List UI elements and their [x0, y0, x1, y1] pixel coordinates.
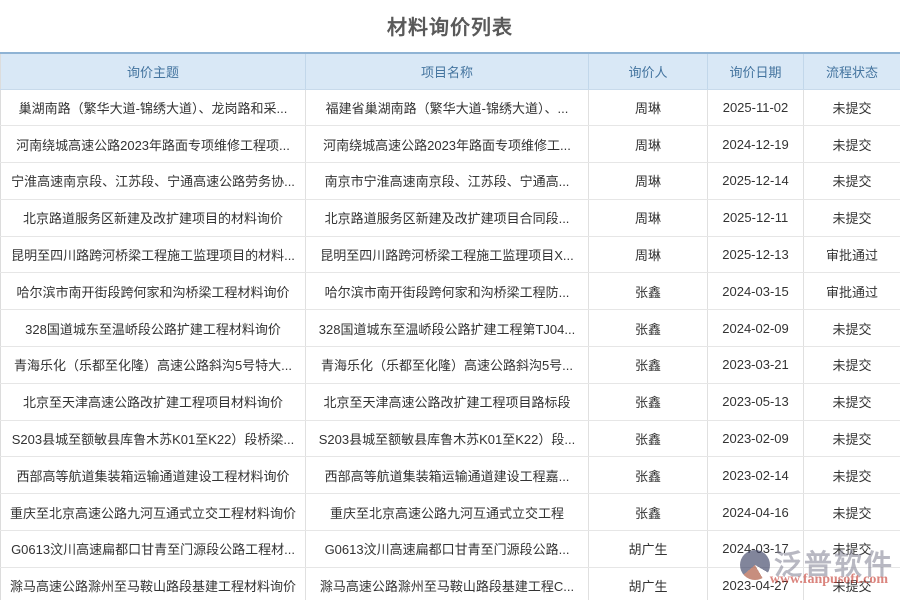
status-badge: 未提交: [803, 125, 900, 164]
inquiry-date: 2023-02-09: [707, 420, 804, 458]
inquiry-person: 张鑫: [588, 456, 708, 495]
status-badge: 未提交: [803, 567, 900, 600]
inquiry-subject-link[interactable]: 昆明至四川路跨河桥梁工程施工监理项目的材料...: [0, 236, 306, 274]
inquiry-subject-link[interactable]: 滁马高速公路滁州至马鞍山路段基建工程材料询价: [0, 567, 306, 600]
inquiry-date: 2023-02-14: [707, 456, 804, 495]
status-badge: 未提交: [803, 309, 900, 348]
inquiry-person: 张鑫: [588, 420, 708, 458]
project-name-link[interactable]: 河南绕城高速公路2023年路面专项维修工...: [305, 125, 589, 164]
inquiry-subject-link[interactable]: 河南绕城高速公路2023年路面专项维修工程项...: [0, 125, 306, 164]
status-badge: 未提交: [803, 346, 900, 384]
column-header-status: 流程状态: [803, 53, 900, 90]
status-badge: 未提交: [803, 420, 900, 458]
inquiry-subject-link[interactable]: 西部高等航道集装箱运输通道建设工程材料询价: [0, 456, 306, 495]
column-header-subject: 询价主题: [0, 53, 306, 90]
column-header-date: 询价日期: [707, 53, 804, 90]
inquiry-subject-link[interactable]: 328国道城东至温峤段公路扩建工程材料询价: [0, 309, 306, 348]
table-row: 河南绕城高速公路2023年路面专项维修工程项... 河南绕城高速公路2023年路…: [0, 125, 900, 164]
status-badge: 未提交: [803, 199, 900, 237]
table-row: 昆明至四川路跨河桥梁工程施工监理项目的材料... 昆明至四川路跨河桥梁工程施工监…: [0, 236, 900, 274]
inquiry-subject-link[interactable]: 宁淮高速南京段、江苏段、宁通高速公路劳务协...: [0, 162, 306, 200]
inquiry-date: 2025-11-02: [707, 89, 804, 127]
project-name-link[interactable]: 南京市宁淮高速南京段、江苏段、宁通高...: [305, 162, 589, 200]
inquiry-subject-link[interactable]: S203县城至额敏县库鲁木苏K01至K22）段桥梁...: [0, 420, 306, 458]
inquiry-date: 2025-12-13: [707, 236, 804, 274]
inquiry-subject-link[interactable]: 重庆至北京高速公路九河互通式立交工程材料询价: [0, 493, 306, 532]
status-badge: 未提交: [803, 530, 900, 568]
table-row: 西部高等航道集装箱运输通道建设工程材料询价 西部高等航道集装箱运输通道建设工程嘉…: [0, 456, 900, 495]
inquiry-person: 周琳: [588, 89, 708, 127]
inquiry-date: 2024-03-15: [707, 272, 804, 311]
status-badge: 未提交: [803, 383, 900, 421]
inquiry-person: 张鑫: [588, 309, 708, 348]
project-name-link[interactable]: 西部高等航道集装箱运输通道建设工程嘉...: [305, 456, 589, 495]
table-row: 滁马高速公路滁州至马鞍山路段基建工程材料询价 滁马高速公路滁州至马鞍山路段基建工…: [0, 567, 900, 600]
project-name-link[interactable]: 昆明至四川路跨河桥梁工程施工监理项目X...: [305, 236, 589, 274]
table-row: 宁淮高速南京段、江苏段、宁通高速公路劳务协... 南京市宁淮高速南京段、江苏段、…: [0, 162, 900, 200]
project-name-link[interactable]: 青海乐化（乐都至化隆）高速公路斜沟5号...: [305, 346, 589, 384]
inquiry-subject-link[interactable]: 巢湖南路（繁华大道-锦绣大道）、龙岗路和采...: [0, 89, 306, 127]
inquiry-date: 2024-03-17: [707, 530, 804, 568]
inquiry-date: 2024-02-09: [707, 309, 804, 348]
inquiry-subject-link[interactable]: G0613汶川高速扁都口甘青至门源段公路工程材...: [0, 530, 306, 568]
project-name-link[interactable]: 328国道城东至温峤段公路扩建工程第TJ04...: [305, 309, 589, 348]
project-name-link[interactable]: 滁马高速公路滁州至马鞍山路段基建工程C...: [305, 567, 589, 600]
inquiry-date: 2023-03-21: [707, 346, 804, 384]
project-name-link[interactable]: 重庆至北京高速公路九河互通式立交工程: [305, 493, 589, 532]
inquiry-date: 2025-12-14: [707, 162, 804, 200]
inquiry-date: 2023-05-13: [707, 383, 804, 421]
inquiry-subject-link[interactable]: 北京路道服务区新建及改扩建项目的材料询价: [0, 199, 306, 237]
table-row: 青海乐化（乐都至化隆）高速公路斜沟5号特大... 青海乐化（乐都至化隆）高速公路…: [0, 346, 900, 384]
project-name-link[interactable]: 北京路道服务区新建及改扩建项目合同段...: [305, 199, 589, 237]
inquiry-person: 张鑫: [588, 272, 708, 311]
inquiry-person: 周琳: [588, 125, 708, 164]
column-header-person: 询价人: [588, 53, 708, 90]
project-name-link[interactable]: 福建省巢湖南路（繁华大道-锦绣大道）、...: [305, 89, 589, 127]
inquiry-person: 张鑫: [588, 493, 708, 532]
inquiry-person: 胡广生: [588, 530, 708, 568]
project-name-link[interactable]: S203县城至额敏县库鲁木苏K01至K22）段...: [305, 420, 589, 458]
project-name-link[interactable]: G0613汶川高速扁都口甘青至门源段公路...: [305, 530, 589, 568]
status-badge: 审批通过: [803, 236, 900, 274]
table-row: 哈尔滨市南开街段跨何家和沟桥梁工程材料询价 哈尔滨市南开街段跨何家和沟桥梁工程防…: [0, 272, 900, 311]
inquiry-person: 周琳: [588, 236, 708, 274]
inquiry-person: 张鑫: [588, 383, 708, 421]
inquiry-date: 2024-04-16: [707, 493, 804, 532]
inquiry-date: 2024-12-19: [707, 125, 804, 164]
table-header: 询价主题 项目名称 询价人 询价日期 流程状态: [0, 53, 900, 90]
inquiry-subject-link[interactable]: 青海乐化（乐都至化隆）高速公路斜沟5号特大...: [0, 346, 306, 384]
inquiry-subject-link[interactable]: 哈尔滨市南开街段跨何家和沟桥梁工程材料询价: [0, 272, 306, 311]
inquiry-person: 张鑫: [588, 346, 708, 384]
table-body: 巢湖南路（繁华大道-锦绣大道）、龙岗路和采... 福建省巢湖南路（繁华大道-锦绣…: [0, 89, 900, 600]
status-badge: 未提交: [803, 89, 900, 127]
table-row: 328国道城东至温峤段公路扩建工程材料询价 328国道城东至温峤段公路扩建工程第…: [0, 309, 900, 348]
table-row: 重庆至北京高速公路九河互通式立交工程材料询价 重庆至北京高速公路九河互通式立交工…: [0, 493, 900, 532]
inquiry-subject-link[interactable]: 北京至天津高速公路改扩建工程项目材料询价: [0, 383, 306, 421]
column-header-project: 项目名称: [305, 53, 589, 90]
table-row: 北京路道服务区新建及改扩建项目的材料询价 北京路道服务区新建及改扩建项目合同段.…: [0, 199, 900, 237]
table-row: S203县城至额敏县库鲁木苏K01至K22）段桥梁... S203县城至额敏县库…: [0, 420, 900, 458]
inquiry-person: 周琳: [588, 199, 708, 237]
status-badge: 未提交: [803, 493, 900, 532]
project-name-link[interactable]: 哈尔滨市南开街段跨何家和沟桥梁工程防...: [305, 272, 589, 311]
table-row: G0613汶川高速扁都口甘青至门源段公路工程材... G0613汶川高速扁都口甘…: [0, 530, 900, 568]
inquiry-date: 2025-12-11: [707, 199, 804, 237]
status-badge: 审批通过: [803, 272, 900, 311]
inquiry-date: 2023-04-27: [707, 567, 804, 600]
project-name-link[interactable]: 北京至天津高速公路改扩建工程项目路标段: [305, 383, 589, 421]
status-badge: 未提交: [803, 456, 900, 495]
inquiry-person: 胡广生: [588, 567, 708, 600]
table-row: 北京至天津高速公路改扩建工程项目材料询价 北京至天津高速公路改扩建工程项目路标段…: [0, 383, 900, 421]
page-title: 材料询价列表: [387, 17, 513, 39]
material-inquiry-table: 询价主题 项目名称 询价人 询价日期 流程状态 巢湖南路（繁华大道-锦绣大道）、…: [0, 52, 900, 600]
table-row: 巢湖南路（繁华大道-锦绣大道）、龙岗路和采... 福建省巢湖南路（繁华大道-锦绣…: [0, 89, 900, 127]
status-badge: 未提交: [803, 162, 900, 200]
inquiry-person: 周琳: [588, 162, 708, 200]
